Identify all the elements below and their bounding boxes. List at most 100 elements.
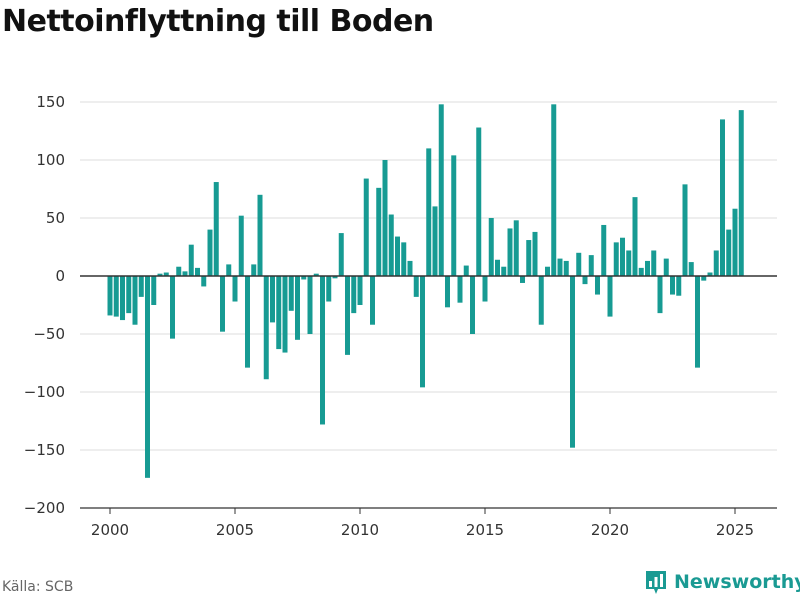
bar	[407, 260, 413, 276]
bar	[526, 240, 532, 276]
bar	[457, 276, 463, 303]
bar	[495, 259, 500, 276]
bar	[620, 237, 625, 276]
bar	[270, 276, 275, 323]
bar	[557, 258, 563, 276]
bar	[282, 276, 288, 353]
bar	[251, 264, 257, 276]
y-tick-label: 150	[36, 93, 65, 111]
bar	[682, 184, 688, 276]
bar	[220, 276, 225, 332]
bar	[120, 276, 125, 321]
bar	[182, 271, 188, 276]
bar	[263, 276, 269, 380]
bar	[363, 178, 369, 276]
bar	[601, 224, 607, 276]
bar	[470, 276, 475, 334]
bar	[726, 229, 732, 276]
bar	[445, 276, 450, 308]
y-tick-label: −100	[24, 383, 65, 401]
bar	[288, 276, 294, 311]
chart-title: Nettoinflyttning till Boden	[2, 4, 434, 39]
bar	[482, 276, 488, 302]
bar	[232, 276, 238, 302]
bar	[520, 276, 525, 283]
bar	[376, 187, 382, 276]
bar	[626, 250, 632, 276]
brand-logo[interactable]: Newsworthy	[644, 569, 800, 595]
source-note: Källa: SCB	[2, 579, 74, 595]
bar	[670, 276, 675, 295]
bar	[195, 267, 200, 276]
bar	[357, 276, 363, 305]
bar	[245, 276, 250, 368]
bar	[663, 258, 669, 276]
bar	[570, 276, 575, 448]
x-tick-label: 2015	[466, 521, 504, 539]
bar	[301, 276, 307, 280]
bar	[645, 260, 650, 276]
bar	[295, 276, 300, 340]
axes	[80, 275, 777, 514]
bar	[345, 276, 350, 355]
bar	[595, 276, 600, 295]
bar	[276, 276, 282, 350]
bar	[213, 182, 219, 276]
x-tick-label: 2000	[91, 521, 129, 539]
bar	[657, 276, 663, 314]
bar	[720, 119, 725, 277]
bar	[338, 233, 344, 276]
y-tick-label: −200	[24, 499, 65, 517]
bar	[607, 276, 613, 317]
bar	[432, 206, 438, 276]
bar	[532, 231, 538, 276]
y-tick-label: −50	[33, 325, 65, 343]
bar	[176, 266, 182, 276]
bar	[157, 273, 163, 276]
bar	[113, 276, 119, 317]
bar	[207, 229, 213, 276]
bar	[463, 265, 469, 276]
bar	[582, 276, 588, 285]
bar	[163, 272, 169, 276]
bar	[151, 276, 157, 305]
y-tick-label: 0	[55, 267, 65, 285]
bar	[707, 272, 713, 276]
bar	[676, 276, 682, 296]
bar	[438, 104, 444, 276]
bar	[126, 276, 132, 314]
bar	[313, 273, 319, 276]
bar	[351, 276, 357, 314]
bar	[613, 242, 619, 276]
bar	[426, 148, 432, 276]
x-tick-label: 2010	[341, 521, 379, 539]
bar	[538, 276, 544, 325]
bar	[382, 160, 388, 276]
bar	[138, 276, 144, 297]
bar	[713, 250, 719, 276]
bar	[588, 255, 594, 276]
bar	[638, 267, 644, 276]
bar	[226, 264, 232, 276]
bar	[395, 236, 400, 276]
bar	[488, 218, 494, 276]
bar	[563, 260, 569, 276]
newsworthy-logo-icon	[646, 571, 666, 594]
bar	[476, 127, 482, 277]
bar	[688, 262, 694, 276]
x-tick-label: 2025	[716, 521, 754, 539]
bar	[401, 242, 407, 276]
y-tick-label: −150	[24, 441, 65, 459]
bar	[320, 276, 325, 425]
bar	[701, 276, 707, 281]
bar	[238, 215, 244, 276]
bar	[545, 266, 550, 276]
bar	[201, 276, 207, 287]
bar	[307, 276, 313, 334]
bar	[501, 266, 507, 276]
bar	[695, 276, 700, 368]
bar	[507, 228, 513, 276]
bar	[388, 214, 394, 276]
bar	[451, 155, 457, 276]
